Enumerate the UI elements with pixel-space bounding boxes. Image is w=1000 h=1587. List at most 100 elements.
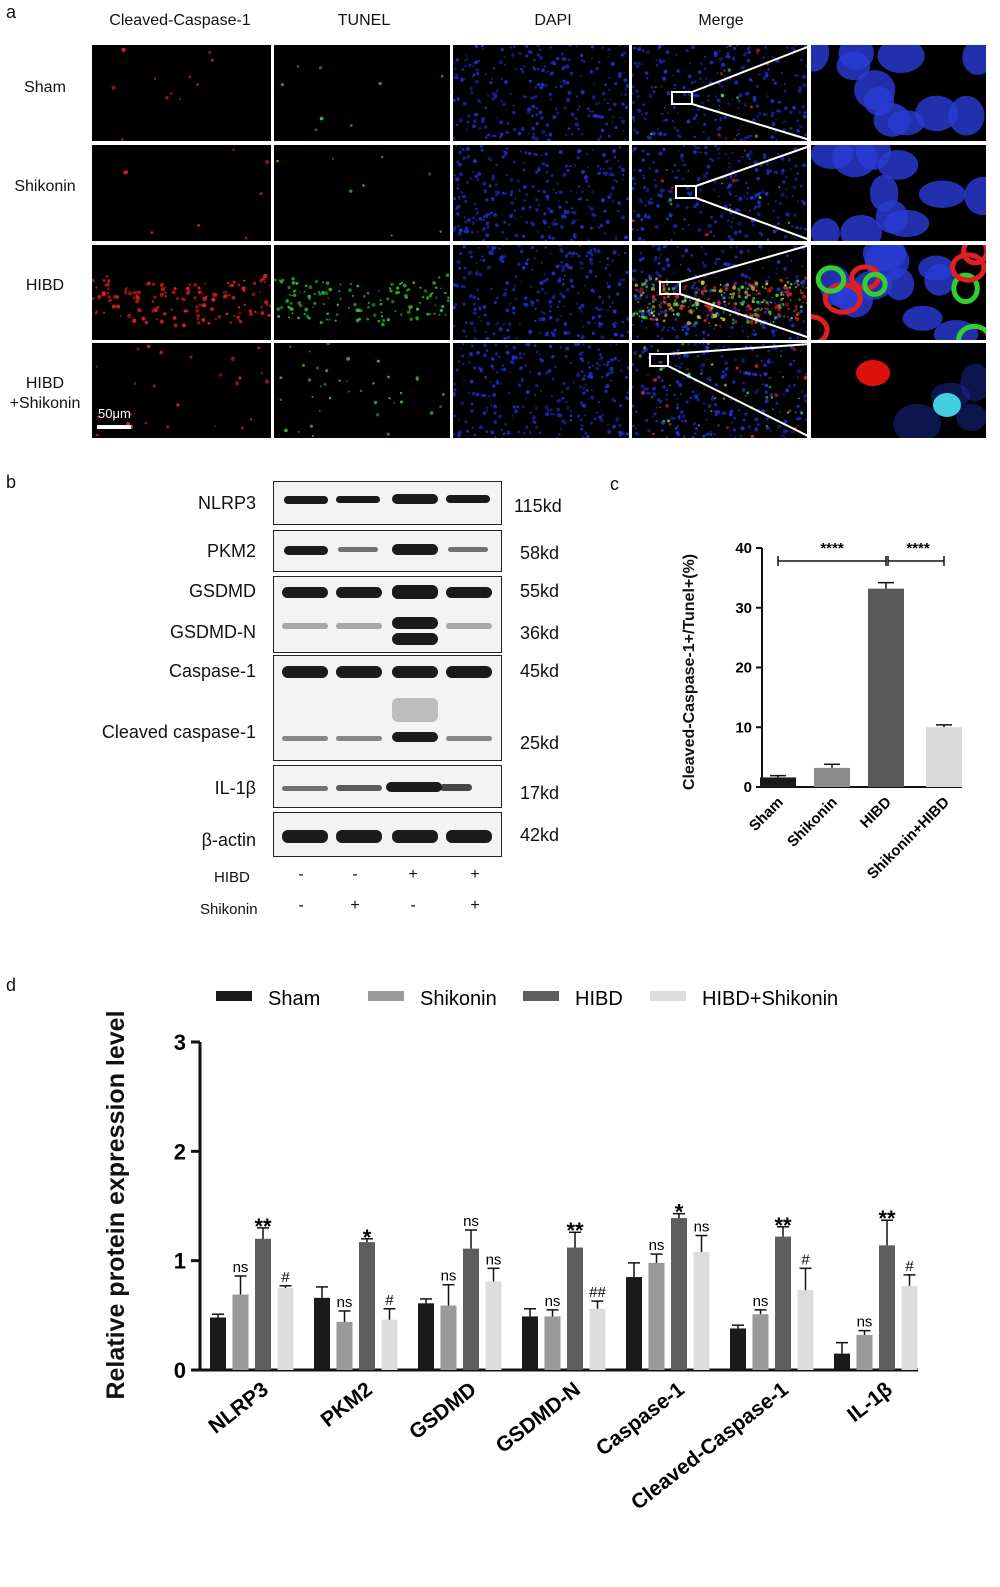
chart-c-category-label: Sham bbox=[746, 794, 787, 835]
blot-nlrp3 bbox=[273, 481, 502, 525]
micrograph-r3-c5 bbox=[811, 245, 986, 340]
chart-d-bar bbox=[693, 1251, 710, 1370]
chart-d-significance: ns bbox=[694, 1219, 710, 1236]
chart-d-legend-label: Sham bbox=[268, 988, 320, 1010]
chart-d-significance: ns bbox=[463, 1213, 479, 1230]
panel-a-letter: a bbox=[6, 2, 17, 22]
chart-d-category-label: GSDMD-N bbox=[492, 1378, 585, 1458]
blot-beta-actin bbox=[273, 812, 502, 857]
sign-hibd-lane-3: + bbox=[408, 866, 418, 883]
chart-d-legend-swatch bbox=[650, 991, 686, 1001]
chart-c-significance-2: **** bbox=[906, 540, 930, 557]
micrograph-r1-c5 bbox=[811, 45, 986, 141]
blot-pkm2 bbox=[273, 530, 502, 572]
blot-label-cleaved-caspase-1: Cleaved caspase-1 bbox=[101, 722, 256, 742]
chart-c-ytick-label: 40 bbox=[735, 540, 752, 557]
kd-label-il-1b: 17kd bbox=[520, 783, 560, 803]
chart-d-bar bbox=[359, 1242, 375, 1370]
sign-hibd-lane-2: - bbox=[352, 866, 358, 883]
blot-label-gsdmd: GSDMD bbox=[189, 581, 256, 601]
chart-c-category-label: HIBD bbox=[857, 794, 895, 832]
chart-c-bar bbox=[868, 588, 904, 787]
chart-d-legend-label: HIBD bbox=[575, 988, 623, 1010]
sign-shikonin-lane-2: + bbox=[350, 897, 360, 914]
chart-d-significance: ns bbox=[233, 1259, 249, 1276]
panel-d-letter: d bbox=[6, 975, 17, 995]
column-header-merge: Merge bbox=[698, 12, 744, 29]
chart-d-bar bbox=[775, 1236, 791, 1370]
column-header-tunel: TUNEL bbox=[337, 12, 391, 29]
kd-label-cleaved-caspase-1: 25kd bbox=[520, 733, 560, 753]
chart-d-significance: ## bbox=[589, 1284, 606, 1301]
chart-d-legend-label: HIBD+Shikonin bbox=[702, 988, 838, 1010]
kd-label-pkm2: 58kd bbox=[520, 543, 560, 563]
sign-shikonin-lane-4: + bbox=[470, 897, 480, 914]
blot-il-1b bbox=[273, 765, 502, 808]
chart-d-significance: * bbox=[675, 1200, 684, 1225]
chart-d-category-label: PKM2 bbox=[317, 1378, 377, 1432]
micrograph-r3-c3 bbox=[453, 245, 629, 340]
chart-d-significance: ** bbox=[254, 1214, 272, 1239]
chart-c-bar bbox=[760, 777, 796, 787]
chart-d-ylabel: Relative protein expression level bbox=[102, 1010, 130, 1399]
blot-label-beta-actin: β-actin bbox=[201, 830, 256, 850]
chart-d-bar bbox=[232, 1294, 249, 1370]
column-header-cleaved-caspase: Cleaved-Caspase-1 bbox=[109, 12, 251, 29]
chart-d-bar bbox=[797, 1290, 814, 1370]
chart-d-bar bbox=[671, 1218, 687, 1370]
panel-b-letter: b bbox=[6, 472, 17, 492]
chart-d-bar bbox=[544, 1316, 561, 1370]
kd-label-nlrp3: 115kd bbox=[514, 496, 562, 516]
chart-d-bar bbox=[752, 1314, 769, 1370]
sign-hibd-lane-1: - bbox=[298, 866, 304, 883]
chart-d-significance: ns bbox=[649, 1237, 665, 1254]
chart-c-ytick-label: 10 bbox=[735, 719, 752, 736]
blot-label-gsdmd-n: GSDMD-N bbox=[170, 622, 256, 642]
chart-d-bar bbox=[567, 1247, 583, 1370]
row-label-hibd-shikonin: HIBD +Shikonin bbox=[9, 375, 81, 412]
sign-hibd-lane-4: + bbox=[470, 866, 480, 883]
chart-d-bar bbox=[589, 1308, 606, 1370]
chart-d-bar bbox=[277, 1288, 294, 1370]
micrograph-r1-c1 bbox=[92, 45, 271, 141]
row-label-sham: Sham bbox=[24, 79, 66, 96]
chart-c-ytick-label: 30 bbox=[735, 600, 752, 617]
row-label-hibd: HIBD bbox=[25, 277, 65, 294]
chart-d-significance: ns bbox=[857, 1314, 873, 1331]
condition-label-hibd: HIBD bbox=[214, 869, 250, 886]
chart-d-bar bbox=[648, 1262, 665, 1370]
chart-c-ytick-label: 20 bbox=[735, 660, 752, 677]
chart-d-bar bbox=[626, 1277, 642, 1370]
micrograph-r4-c4 bbox=[632, 343, 807, 438]
micrograph-r4-c5 bbox=[811, 343, 986, 438]
condition-label-shikonin: Shikonin bbox=[200, 901, 258, 918]
chart-c-bar bbox=[926, 727, 962, 787]
micrograph-r2-c5 bbox=[811, 145, 986, 241]
chart-d-ytick-label: 2 bbox=[174, 1139, 186, 1164]
sign-shikonin-lane-1: - bbox=[298, 897, 304, 914]
row-label-shikonin: Shikonin bbox=[14, 178, 76, 195]
micrograph-r2-c4 bbox=[632, 145, 807, 241]
chart-d-bar bbox=[901, 1285, 918, 1370]
scale-bar-label: 50μm bbox=[98, 406, 131, 421]
blot-label-pkm2: PKM2 bbox=[206, 541, 256, 561]
chart-d-significance: # bbox=[281, 1269, 290, 1286]
chart-d-bar bbox=[834, 1353, 850, 1370]
zoom-lines bbox=[649, 45, 811, 438]
chart-d-ytick-label: 1 bbox=[174, 1249, 186, 1274]
micrograph-r1-c4 bbox=[632, 45, 807, 141]
micrograph-r3-c4 bbox=[632, 245, 807, 340]
chart-d-significance: ** bbox=[878, 1206, 896, 1231]
chart-d-significance: # bbox=[385, 1292, 394, 1309]
chart-d-bar bbox=[730, 1328, 746, 1370]
chart-d-significance: ns bbox=[486, 1251, 502, 1268]
chart-d-bar bbox=[336, 1321, 353, 1370]
micrograph-r3-c1 bbox=[92, 245, 271, 340]
chart-d-significance: # bbox=[801, 1251, 810, 1268]
chart-d-significance: ** bbox=[566, 1218, 584, 1243]
chart-d-significance: ns bbox=[753, 1293, 769, 1310]
chart-d-significance: # bbox=[905, 1258, 914, 1275]
chart-d-ytick-label: 3 bbox=[174, 1030, 186, 1055]
micrograph-r1-c3 bbox=[453, 45, 629, 141]
chart-d-bar bbox=[314, 1297, 330, 1370]
